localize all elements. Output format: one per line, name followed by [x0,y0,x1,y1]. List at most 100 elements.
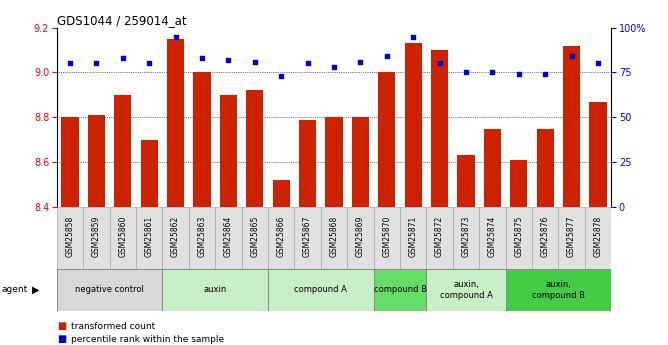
Text: GSM25861: GSM25861 [145,216,154,257]
Text: GSM25869: GSM25869 [356,216,365,257]
Point [65,61,75,66]
Text: GSM25875: GSM25875 [514,216,523,257]
Bar [426,269,506,310]
Text: transformed count: transformed count [71,322,156,331]
Text: ■: ■ [57,334,66,344]
Point [434,61,445,66]
Text: GSM25870: GSM25870 [382,216,391,257]
Bar [268,207,295,269]
Text: auxin: auxin [204,285,227,294]
Bar [162,207,189,269]
Bar [273,180,290,207]
Bar [536,128,554,207]
Bar [189,207,215,269]
Bar [532,207,558,269]
Text: GSM25866: GSM25866 [277,216,286,257]
Text: GSM25871: GSM25871 [409,216,418,257]
Bar [400,207,426,269]
Bar [242,207,268,269]
Bar [299,120,316,207]
Point [514,71,524,77]
Bar [220,95,237,207]
Text: GSM25863: GSM25863 [198,216,206,257]
Text: GSM25859: GSM25859 [92,216,101,257]
Bar [558,207,584,269]
Bar [484,128,501,207]
Bar [194,72,210,207]
Bar [563,46,580,207]
Text: GSM25873: GSM25873 [462,216,470,257]
Text: GSM25858: GSM25858 [65,216,74,257]
Point [91,61,102,66]
Bar [347,207,373,269]
Bar [589,102,607,207]
Bar [378,72,395,207]
Bar [584,207,611,269]
Bar [136,207,162,269]
Text: GSM25867: GSM25867 [303,216,312,257]
Bar [431,50,448,207]
Point [461,70,472,75]
Text: GSM25877: GSM25877 [567,216,576,257]
Bar [268,269,373,310]
Text: GSM25864: GSM25864 [224,216,233,257]
Bar [57,269,162,310]
Point [540,71,550,77]
Text: compound A: compound A [295,285,347,294]
Point [144,61,154,66]
Point [223,57,234,63]
Text: percentile rank within the sample: percentile rank within the sample [71,335,224,344]
Bar [506,207,532,269]
Bar [373,269,426,310]
Point [487,70,498,75]
Bar [510,160,528,207]
Bar [167,39,184,207]
Bar [479,207,506,269]
Text: GSM25860: GSM25860 [118,216,128,257]
Text: ▶: ▶ [32,285,39,295]
Bar [453,207,479,269]
Bar [61,117,79,207]
Text: GSM25874: GSM25874 [488,216,497,257]
Point [408,34,419,39]
Text: GDS1044 / 259014_at: GDS1044 / 259014_at [57,14,186,27]
Text: ■: ■ [57,321,66,331]
Bar [373,207,400,269]
Bar [114,95,132,207]
Text: auxin,
compound B: auxin, compound B [532,280,585,299]
Bar [162,269,268,310]
Point [329,64,339,70]
Bar [295,207,321,269]
Bar [110,207,136,269]
Point [302,61,313,66]
Point [118,55,128,61]
Bar [215,207,242,269]
Bar [321,207,347,269]
Point [566,53,577,59]
Point [276,73,287,79]
Bar [405,43,422,207]
Text: GSM25872: GSM25872 [435,216,444,257]
Bar [88,115,105,207]
Point [381,53,392,59]
Text: GSM25862: GSM25862 [171,216,180,257]
Point [170,34,181,39]
Text: agent: agent [1,285,27,294]
Bar [426,207,453,269]
Bar [458,155,474,207]
Bar [352,117,369,207]
Text: GSM25878: GSM25878 [594,216,603,257]
Text: auxin,
compound A: auxin, compound A [440,280,492,299]
Text: GSM25865: GSM25865 [250,216,259,257]
Text: GSM25868: GSM25868 [329,216,339,257]
Point [249,59,260,65]
Text: GSM25876: GSM25876 [540,216,550,257]
Text: compound B: compound B [373,285,426,294]
Bar [140,140,158,207]
Point [355,59,366,65]
Point [593,61,603,66]
Bar [84,207,110,269]
Bar [57,207,84,269]
Bar [325,117,343,207]
Bar [246,90,263,207]
